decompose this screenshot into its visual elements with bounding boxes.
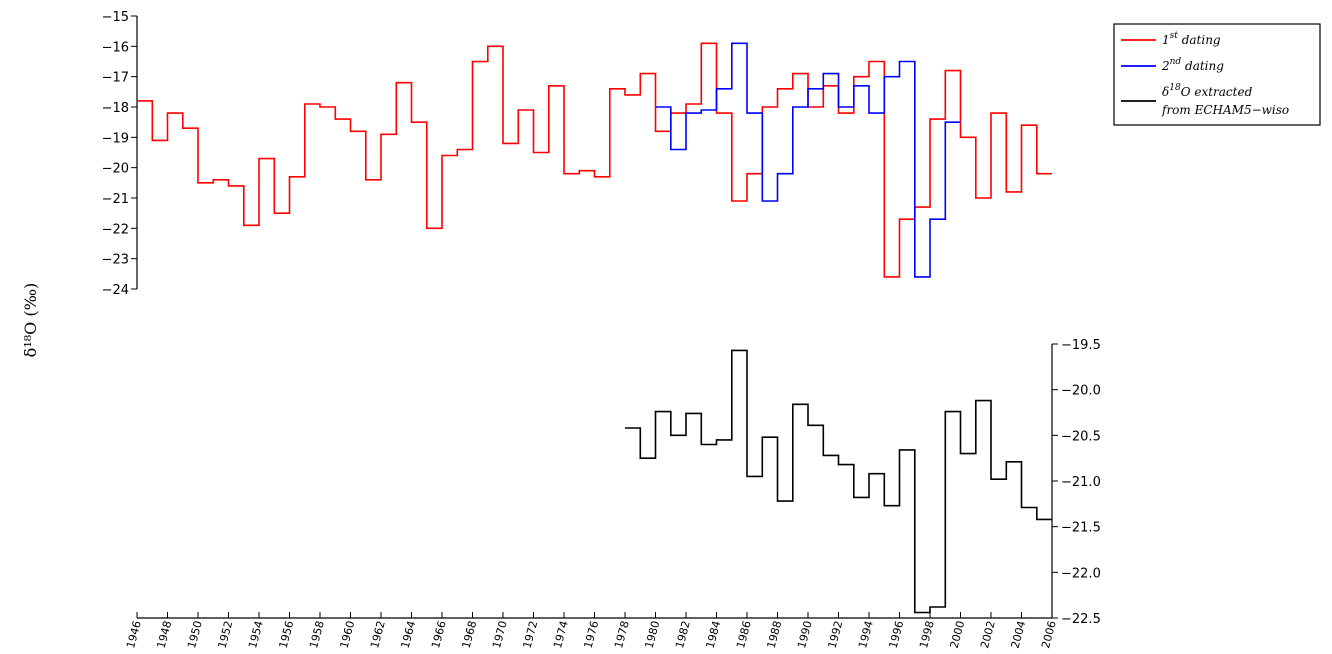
bottom-y-tick-label: −21.5 <box>1061 521 1101 536</box>
x-tick-label: 1992 <box>826 619 846 649</box>
x-tick-label: 2006 <box>1039 619 1059 649</box>
x-tick-label: 1984 <box>704 619 724 649</box>
x-tick-label: 2000 <box>948 619 968 649</box>
x-tick-label: 1980 <box>643 619 663 649</box>
x-axis: 1946 1948 1950 1952 1954 1956 1958 1960 1962 1964… <box>124 612 1059 650</box>
bottom-y-tick-label: −20.5 <box>1061 429 1101 444</box>
x-tick-label: 1952 <box>216 619 236 649</box>
x-tick-label: 1962 <box>368 619 388 649</box>
legend-label-1: 2nd dating <box>1161 57 1224 73</box>
x-tick-label: 1986 <box>734 619 754 649</box>
bottom-y-tick-label: −22.5 <box>1061 612 1101 627</box>
top-y-tick-label: −24 <box>102 283 129 298</box>
x-tick-label: 1956 <box>277 619 297 649</box>
top-series-1 <box>655 42 961 278</box>
bottom-y-tick-label: −21.0 <box>1061 475 1101 490</box>
x-tick-label: 1996 <box>887 619 907 649</box>
x-tick-label: 2002 <box>978 619 998 649</box>
x-tick-label: 1964 <box>399 619 419 649</box>
x-tick-label: 1976 <box>582 619 602 649</box>
top-y-tick-label: −15 <box>102 10 129 25</box>
top-y-tick-label: −20 <box>102 162 129 177</box>
top-y-tick-label: −18 <box>102 101 129 116</box>
bottom-series-0 <box>625 349 1052 614</box>
legend-label-0: 1st dating <box>1162 31 1221 47</box>
x-tick-label: 1946 <box>124 619 144 649</box>
x-tick-label: 1948 <box>155 619 175 649</box>
x-tick-label: 1970 <box>490 619 510 649</box>
top-y-tick-label: −23 <box>102 253 129 268</box>
x-tick-label: 1998 <box>917 619 937 649</box>
top-series-0 <box>137 42 1052 278</box>
top-y-tick-label: −16 <box>102 40 129 55</box>
x-tick-label: 1988 <box>765 619 785 649</box>
bottom-panel: −19.5 −20.0 −20.5 −21.0 −21.5 −22.0 −22.5 <box>625 338 1101 627</box>
x-tick-label: 1954 <box>246 619 266 649</box>
y-axis-label-text: δ¹⁸O (‰) <box>21 283 40 358</box>
x-tick-label: 1982 <box>673 619 693 649</box>
top-panel: −15 −16 −17 −18 −19 −20 −21 −22 −23 −24 <box>102 10 1052 298</box>
top-y-tick-label: −22 <box>102 222 129 237</box>
x-tick-label: 1978 <box>612 619 632 649</box>
bottom-y-tick-label: −19.5 <box>1061 338 1101 353</box>
top-y-tick-label: −21 <box>102 192 129 207</box>
legend-label-2-line2: from ECHAM5−wiso <box>1161 103 1289 117</box>
top-y-tick-label: −19 <box>102 131 129 146</box>
x-tick-label: 1950 <box>185 619 205 649</box>
x-tick-label: 1960 <box>338 619 358 649</box>
x-tick-label: 1968 <box>460 619 480 649</box>
y-axis-label: δ¹⁸O (‰) <box>21 283 40 358</box>
x-tick-label: 1990 <box>795 619 815 649</box>
top-y-tick-label: −17 <box>102 71 129 86</box>
x-tick-label: 2004 <box>1009 619 1029 649</box>
legend-label-2: δ18O extracted <box>1162 83 1253 99</box>
x-tick-label: 1972 <box>521 619 541 649</box>
x-tick-label: 1994 <box>856 619 876 649</box>
x-tick-label: 1966 <box>429 619 449 649</box>
bottom-y-tick-label: −22.0 <box>1061 566 1101 581</box>
x-tick-label: 1974 <box>551 619 571 649</box>
legend: 1st dating 2nd dating δ18O extracted from E… <box>1113 23 1321 126</box>
bottom-y-tick-label: −20.0 <box>1061 384 1101 399</box>
x-tick-label: 1958 <box>307 619 327 649</box>
